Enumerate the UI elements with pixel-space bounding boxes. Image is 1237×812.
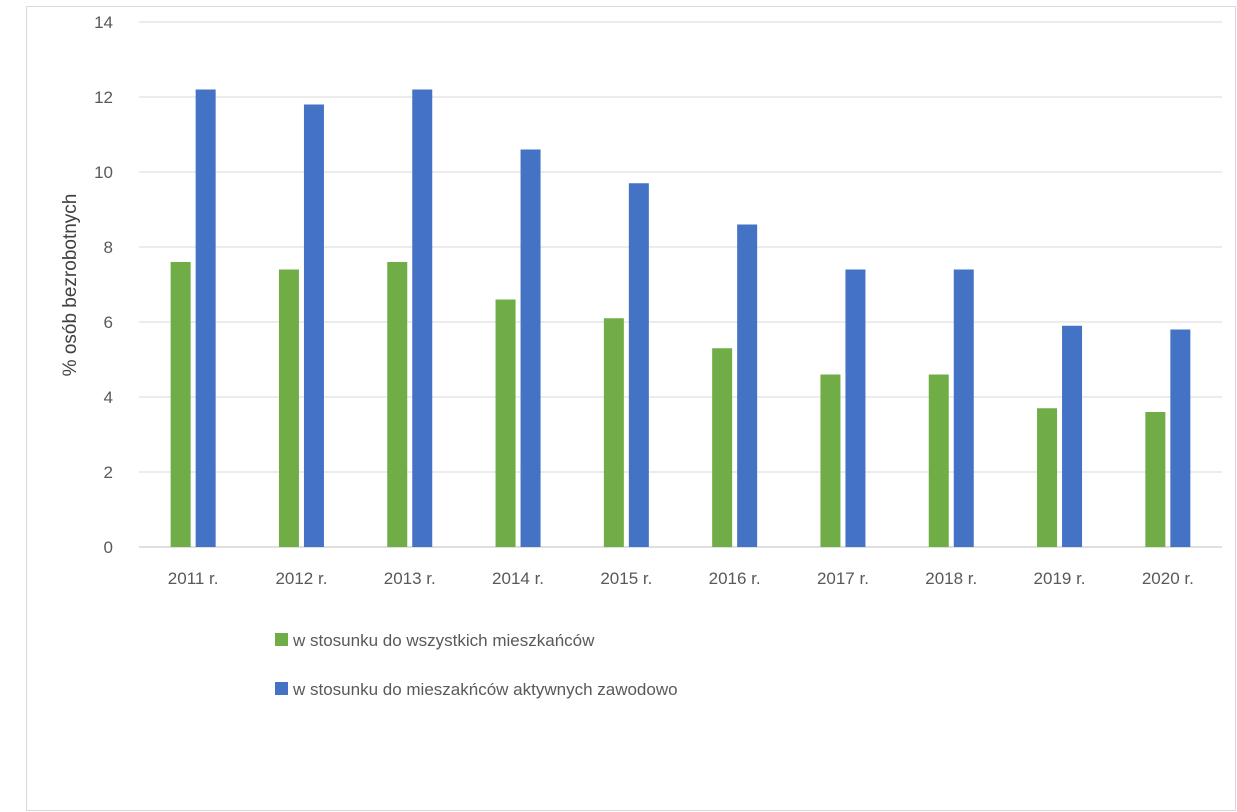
bar-all-residents — [928, 374, 949, 547]
bar-all-residents — [495, 299, 516, 547]
bar-all-residents — [170, 262, 191, 547]
legend-item: w stosunku do wszystkich mieszkańców — [275, 631, 595, 650]
legend-label: w stosunku do mieszakńców aktywnych zawo… — [292, 680, 678, 699]
legend-swatch — [275, 633, 288, 646]
y-tick-label: 2 — [104, 463, 113, 482]
bar-all-residents — [820, 374, 841, 547]
bar-active-residents — [628, 183, 649, 547]
y-tick-label: 8 — [104, 238, 113, 257]
bar-active-residents — [737, 224, 758, 547]
bar-all-residents — [603, 318, 624, 547]
y-axis-title: % osób bezrobotnych — [60, 194, 81, 377]
bar-active-residents — [520, 149, 541, 547]
y-tick-label: 12 — [94, 88, 113, 107]
bar-active-residents — [195, 89, 216, 547]
bar-all-residents — [712, 348, 733, 547]
y-tick-label: 4 — [104, 388, 113, 407]
legend-swatch — [275, 682, 288, 695]
bar-all-residents — [278, 269, 299, 547]
x-tick-label: 2014 r. — [492, 569, 544, 588]
x-tick-label: 2020 r. — [1142, 569, 1194, 588]
y-tick-label: 10 — [94, 163, 113, 182]
x-tick-label: 2012 r. — [275, 569, 327, 588]
y-axis-ticks: 0 2 4 6 8 10 12 14 — [94, 13, 113, 557]
bar-active-residents — [845, 269, 866, 547]
x-tick-label: 2011 r. — [168, 569, 219, 588]
y-tick-label: 6 — [104, 313, 113, 332]
x-tick-label: 2013 r. — [384, 569, 436, 588]
bar-active-residents — [412, 89, 433, 547]
x-tick-label: 2019 r. — [1034, 569, 1086, 588]
y-tick-label: 14 — [94, 13, 113, 32]
y-tick-label: 0 — [104, 538, 113, 557]
x-tick-label: 2018 r. — [925, 569, 977, 588]
x-tick-label: 2017 r. — [817, 569, 869, 588]
bar-all-residents — [1145, 412, 1166, 547]
bar-active-residents — [953, 269, 974, 547]
x-tick-label: 2015 r. — [600, 569, 652, 588]
x-tick-label: 2016 r. — [709, 569, 761, 588]
bar-active-residents — [1062, 325, 1083, 547]
gridlines — [139, 21, 1222, 548]
bar-all-residents — [387, 262, 408, 547]
legend-item: w stosunku do mieszakńców aktywnych zawo… — [275, 680, 678, 699]
bar-active-residents — [1170, 329, 1191, 547]
bar-active-residents — [303, 104, 324, 547]
x-axis-ticks: 2011 r. 2012 r. 2013 r. 2014 r. 2015 r. 2016 … — [168, 569, 1194, 588]
bars — [170, 89, 1191, 547]
bar-all-residents — [1037, 408, 1058, 547]
legend: w stosunku do wszystkich mieszkańców w st… — [275, 631, 678, 699]
legend-label: w stosunku do wszystkich mieszkańców — [292, 631, 595, 650]
